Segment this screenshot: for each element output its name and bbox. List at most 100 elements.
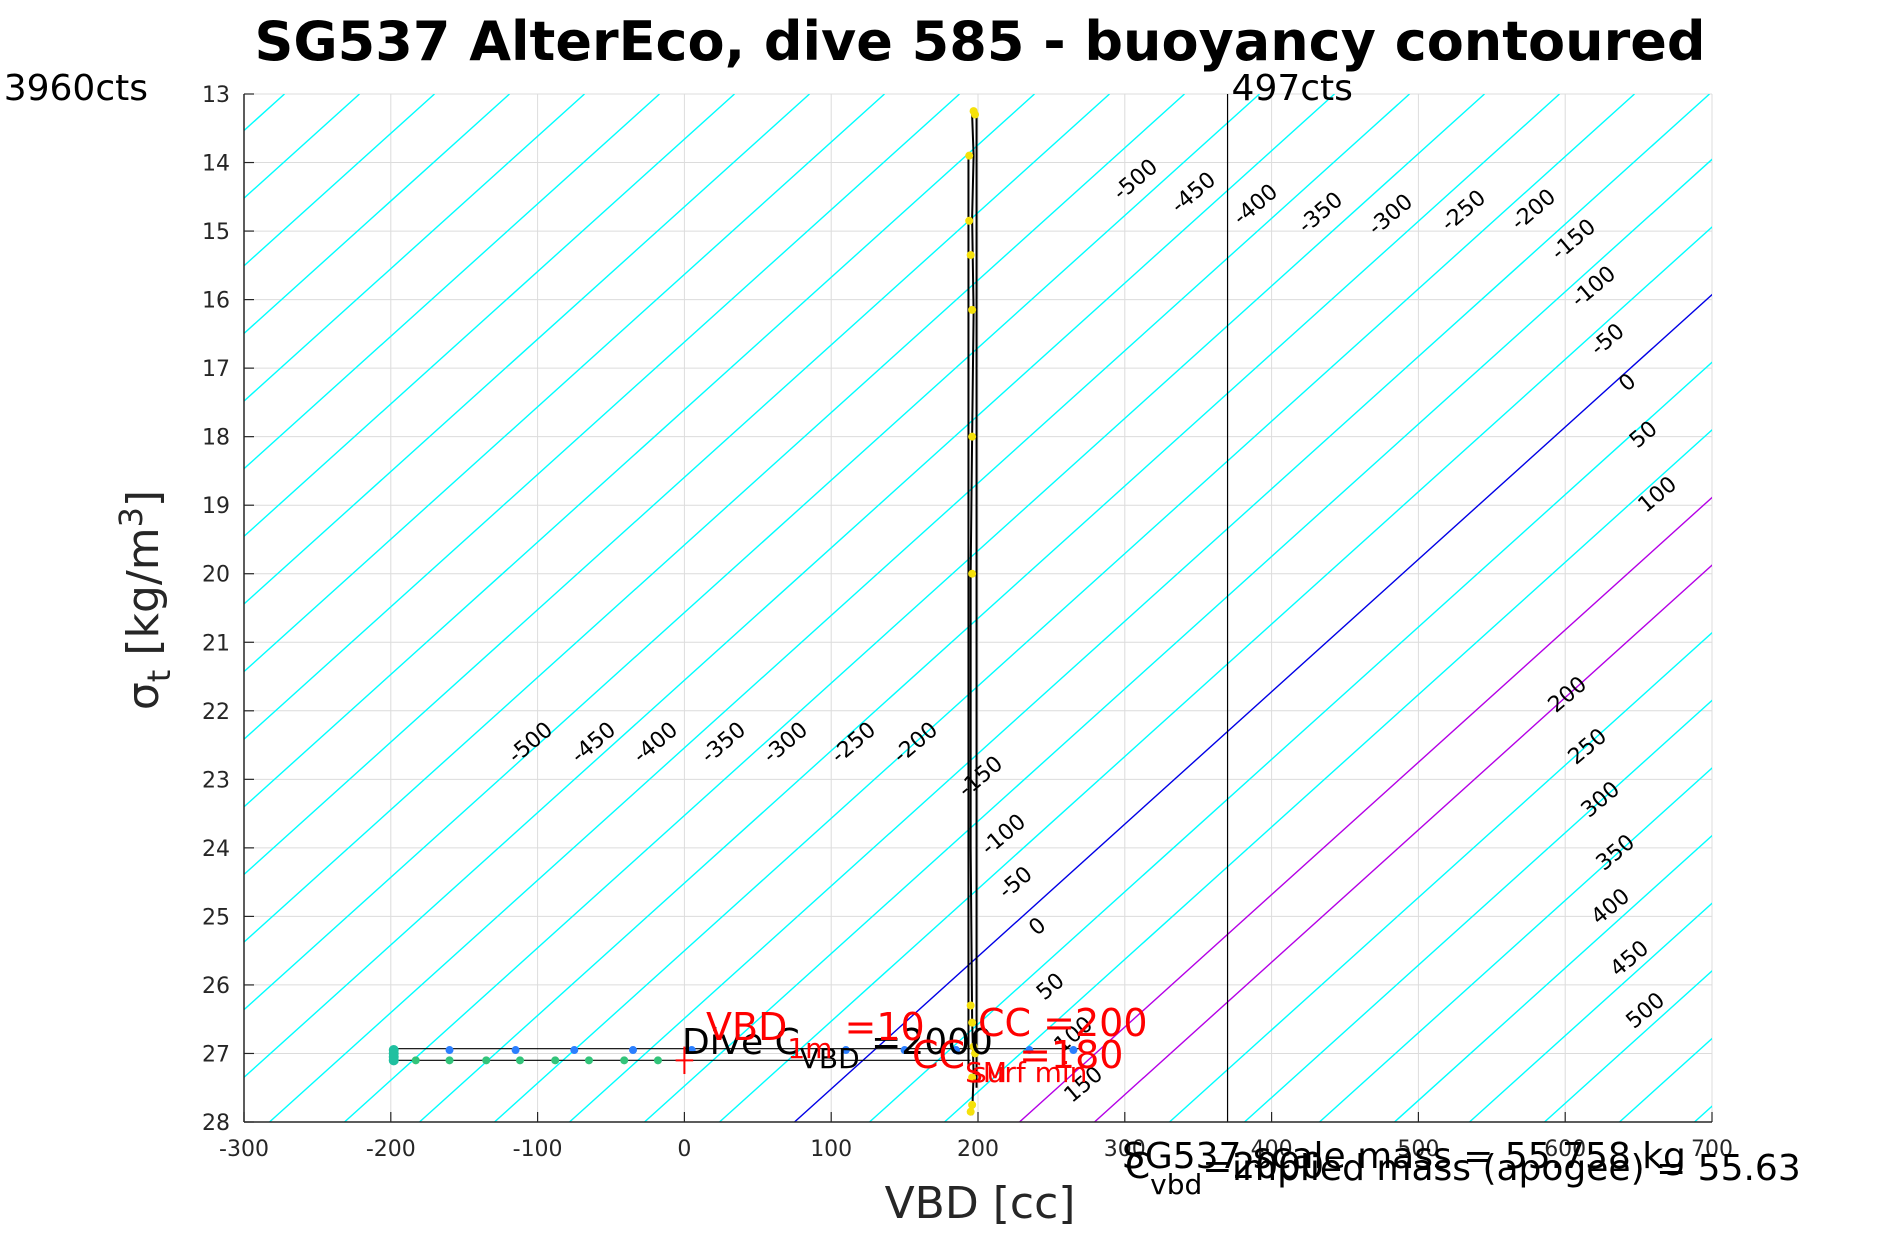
contour-label-upper: -250 xyxy=(1437,185,1491,236)
point-yellow xyxy=(965,216,974,225)
contour-line xyxy=(794,293,1712,1122)
contour-line xyxy=(244,94,1185,944)
point-climb xyxy=(515,1056,524,1065)
data-points xyxy=(388,107,1078,1116)
contour-label-lower: -500 xyxy=(504,717,558,768)
x-tick-label: 300 xyxy=(1104,1137,1146,1162)
contour-label-upper: -150 xyxy=(1547,214,1601,265)
contour-line xyxy=(644,158,1712,1122)
point-dive xyxy=(570,1046,579,1055)
x-tick-label: 700 xyxy=(1691,1137,1733,1162)
contour-line xyxy=(1019,496,1712,1122)
contour-line xyxy=(244,94,585,402)
contour-line xyxy=(944,428,1712,1122)
point-climb xyxy=(445,1056,454,1065)
point-dive xyxy=(687,1046,696,1055)
point-yellow xyxy=(968,432,977,441)
c-vbd-annotation: Cvbd=2000 xyxy=(1125,1146,1324,1201)
y-tick-label: 25 xyxy=(202,905,230,930)
y-axis-label-units: [kg/m xyxy=(118,527,169,669)
contour-line xyxy=(269,94,1410,1122)
point-yellow xyxy=(968,1073,977,1082)
x-tick-label: 600 xyxy=(1544,1137,1586,1162)
point-yellow xyxy=(966,1107,975,1116)
y-tick-label: 18 xyxy=(202,426,230,451)
y-axis-label-sub: t xyxy=(140,670,178,683)
contour-labels: -500 -450 -400 -350 -300 -250 -200-150-100-500… xyxy=(504,154,1682,1108)
y-tick-label: 21 xyxy=(202,631,230,656)
point-yellow xyxy=(969,1042,978,1051)
y-tick-label: 26 xyxy=(202,974,230,999)
y-tick-label: 20 xyxy=(202,563,230,588)
point-yellow xyxy=(965,151,974,160)
chart-title: SG537 AlterEco, dive 585 - buoyancy cont… xyxy=(254,10,1705,73)
contour-line xyxy=(1619,1037,1712,1122)
contour-label-lower: -300 xyxy=(759,717,813,768)
surf-min-annotation: surf min xyxy=(972,1056,1087,1089)
y-tick-label: 27 xyxy=(202,1042,230,1067)
contour-line xyxy=(244,94,1260,1011)
contour-label-lower: -450 xyxy=(567,717,621,768)
contour-lines xyxy=(0,94,1890,1122)
contour-line xyxy=(1244,699,1712,1122)
point-yellow xyxy=(968,569,977,578)
axes xyxy=(243,93,1713,1123)
svg-text:σt [kg/m3]: σt [kg/m3] xyxy=(112,490,178,710)
contour-line xyxy=(1394,834,1712,1122)
contour-line xyxy=(1770,94,1890,1122)
point-yellow xyxy=(968,305,977,314)
contour-label-upper: -400 xyxy=(1229,179,1283,230)
x-tick-label: 400 xyxy=(1251,1137,1293,1162)
contour-line xyxy=(244,94,510,335)
contour-label-lower: -350 xyxy=(697,717,751,768)
contour-label-upper: 100 xyxy=(1634,472,1682,518)
contour-label-upper: 50 xyxy=(1625,416,1663,453)
contour-line xyxy=(0,94,210,1122)
y-tick-label: 13 xyxy=(202,83,230,108)
point-climb xyxy=(653,1056,662,1065)
contour-label-upper: 0 xyxy=(1614,369,1641,397)
scale-mass-annotation: SG537 scale mass = 55.758 kg xyxy=(1122,1136,1686,1177)
contour-line xyxy=(244,94,735,538)
x-tick-label: -300 xyxy=(219,1137,269,1162)
x-axis-label: VBD [cc] xyxy=(885,1178,1076,1229)
point-yellow xyxy=(966,1001,975,1010)
contour-line xyxy=(244,94,435,267)
implied-mass-annotation: implied mass (apogee) = 55.63 xyxy=(1232,1148,1801,1189)
contour-line xyxy=(869,361,1712,1122)
point-cluster xyxy=(388,1055,399,1066)
reference-line-label-left: 3960cts xyxy=(4,68,148,109)
contour-line xyxy=(0,94,60,1122)
contour-line xyxy=(344,94,1485,1122)
contour-label-upper: -100 xyxy=(1567,261,1621,312)
contour-line xyxy=(1694,1105,1712,1122)
contour-label-lower: 0 xyxy=(1024,913,1051,941)
point-dive xyxy=(1069,1046,1078,1055)
contour-line xyxy=(244,94,1035,808)
cc-annotation: CC =200 xyxy=(978,1001,1148,1045)
contour-line xyxy=(419,94,1560,1122)
x-tick-label: 0 xyxy=(677,1137,691,1162)
x-tick-label: -100 xyxy=(513,1137,563,1162)
contour-line xyxy=(244,94,810,605)
vbd-1m-annotation: VBD1m =10 xyxy=(706,1005,925,1065)
contour-label-upper: -450 xyxy=(1167,167,1221,218)
point-climb xyxy=(620,1056,629,1065)
point-dive xyxy=(445,1046,454,1055)
contour-line xyxy=(244,94,885,673)
point-climb xyxy=(411,1056,420,1065)
point-yellow xyxy=(968,1018,977,1027)
grid xyxy=(243,93,1713,1123)
contour-line xyxy=(1469,902,1712,1122)
contour-label-right: 250 xyxy=(1564,724,1612,770)
contour-label-lower: -250 xyxy=(827,717,881,768)
contour-label-upper: -200 xyxy=(1507,184,1561,235)
x-tick-label: -200 xyxy=(366,1137,416,1162)
profile-trace xyxy=(969,114,975,1116)
point-yellow xyxy=(968,1100,977,1109)
point-yellow xyxy=(971,1049,980,1058)
y-tick-label: 28 xyxy=(202,1111,230,1136)
contour-label-upper: -300 xyxy=(1364,189,1418,240)
contour-line xyxy=(494,94,1635,1122)
